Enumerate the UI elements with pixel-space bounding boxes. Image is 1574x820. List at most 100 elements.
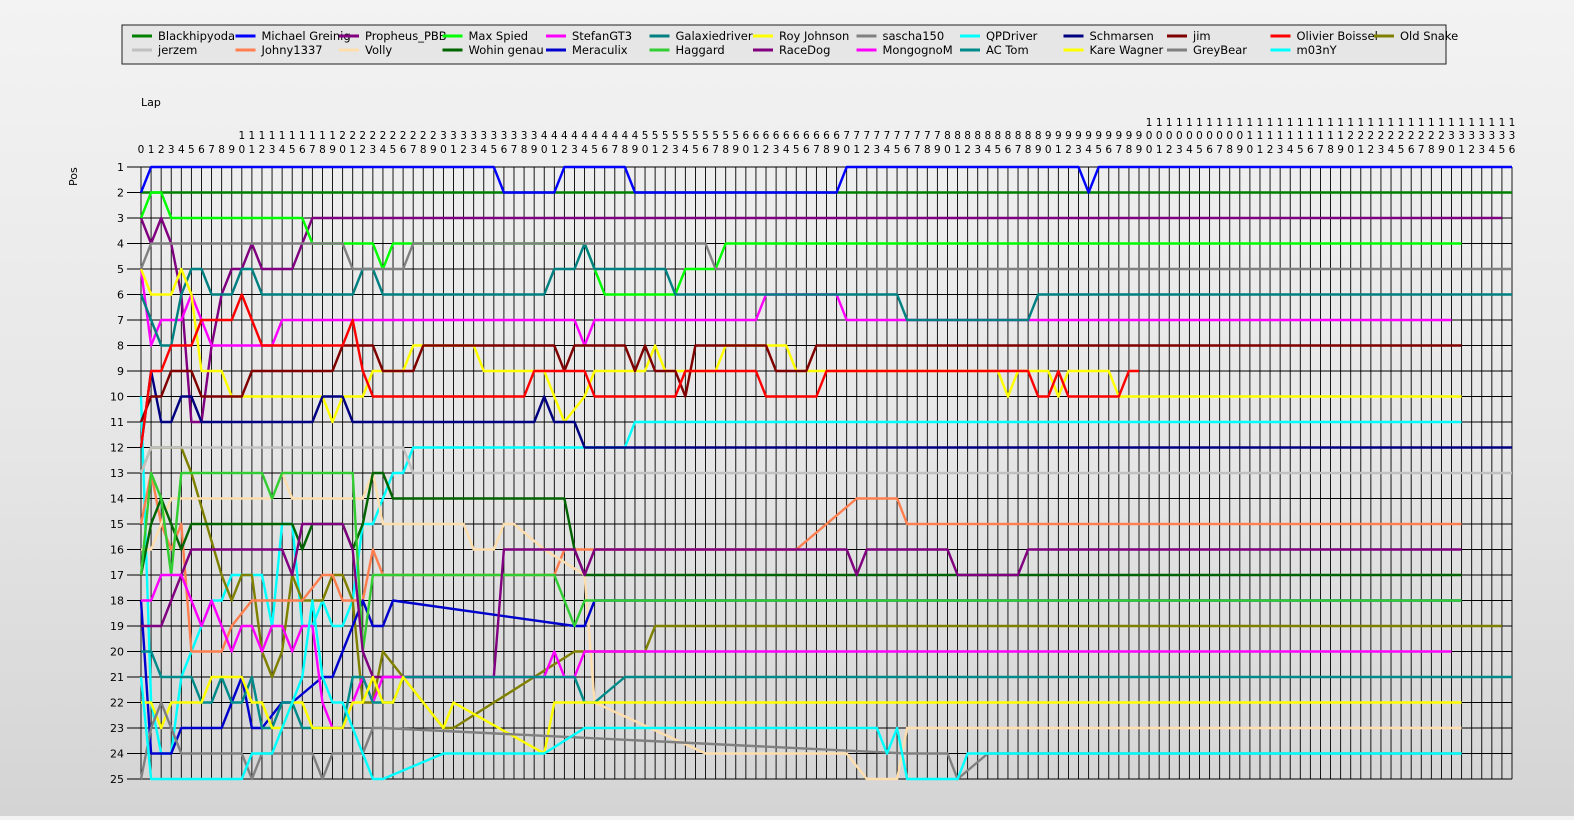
- svg-text:5: 5: [1196, 144, 1203, 156]
- x-tick-label: 12: [349, 130, 356, 156]
- x-tick-label: 66: [803, 130, 810, 156]
- svg-text:3: 3: [974, 144, 981, 156]
- svg-text:2: 2: [1468, 144, 1475, 156]
- svg-text:6: 6: [773, 130, 780, 142]
- svg-text:8: 8: [1226, 144, 1233, 156]
- svg-text:4: 4: [611, 130, 618, 142]
- legend-label: Volly: [365, 43, 392, 57]
- svg-text:4: 4: [1287, 144, 1294, 156]
- x-tick-label: 4 11: [1287, 117, 1294, 156]
- legend: Blackhipyoda Michael Greinig Propheus_PBB M…: [121, 24, 1458, 65]
- x-tick-label: 65: [702, 130, 709, 156]
- svg-text:7: 7: [853, 130, 860, 142]
- x-tick-label: 71: [309, 130, 316, 156]
- x-tick-label: 59: [1095, 130, 1102, 156]
- svg-text:5: 5: [490, 144, 497, 156]
- y-tick-label: 16: [110, 544, 124, 557]
- svg-text:8: 8: [1327, 144, 1334, 156]
- x-tick-label: 28: [964, 130, 971, 156]
- x-tick-label: 55: [692, 130, 699, 156]
- x-tick-label: 9 01: [1236, 117, 1243, 156]
- x-tick-label: 221: [1368, 117, 1375, 156]
- legend-entry: Olivier Boissel: [1270, 29, 1378, 43]
- legend-entry: Schmarsen: [1063, 29, 1154, 43]
- svg-text:7: 7: [924, 130, 931, 142]
- x-tick-label: 0 31: [1448, 117, 1455, 156]
- legend-label: Kare Wagner: [1090, 43, 1164, 57]
- x-tick-label: 98: [1035, 130, 1042, 156]
- svg-text:7: 7: [410, 144, 417, 156]
- svg-text:2: 2: [1347, 130, 1354, 142]
- svg-text:8: 8: [1025, 144, 1032, 156]
- x-tick-label: 75: [712, 130, 719, 156]
- svg-text:2: 2: [370, 130, 377, 142]
- svg-text:4: 4: [884, 144, 891, 156]
- svg-text:4: 4: [1488, 144, 1495, 156]
- y-tick-label: 24: [110, 748, 124, 761]
- svg-text:4: 4: [178, 144, 185, 156]
- svg-text:7: 7: [1015, 144, 1022, 156]
- x-tick-label: 01: [238, 130, 245, 156]
- x-tick-label: 9: [228, 144, 235, 156]
- x-axis-label: Lap: [141, 96, 161, 109]
- x-tick-label: 6: [198, 144, 205, 156]
- svg-text:5: 5: [188, 144, 195, 156]
- svg-text:1: 1: [1327, 117, 1334, 129]
- x-tick-label: 05: [642, 130, 649, 156]
- series-line: [141, 675, 1462, 755]
- svg-text:7: 7: [863, 130, 870, 142]
- svg-text:8: 8: [924, 144, 931, 156]
- x-tick-label: 94: [632, 130, 639, 156]
- y-tick-label: 25: [110, 773, 124, 786]
- svg-text:6: 6: [299, 144, 306, 156]
- svg-text:5: 5: [672, 130, 679, 142]
- legend-entry: AC Tom: [960, 43, 1029, 57]
- x-tick-label: 41: [279, 130, 286, 156]
- svg-text:6: 6: [743, 130, 750, 142]
- x-tick-label: 11: [249, 130, 256, 156]
- svg-text:6: 6: [753, 130, 760, 142]
- x-tick-label: 61: [299, 130, 306, 156]
- svg-text:2: 2: [1398, 130, 1405, 142]
- svg-text:0: 0: [1146, 130, 1153, 142]
- legend-label: QPDriver: [986, 29, 1038, 43]
- svg-text:1: 1: [1499, 117, 1506, 129]
- svg-text:3: 3: [571, 144, 578, 156]
- y-tick-label: 21: [110, 671, 124, 684]
- svg-text:8: 8: [622, 144, 629, 156]
- svg-text:1: 1: [1267, 117, 1274, 129]
- x-tick-label: 46: [783, 130, 790, 156]
- y-tick-label: 7: [117, 314, 124, 327]
- svg-text:6: 6: [803, 144, 810, 156]
- legend-entry: Blackhipyoda: [132, 29, 235, 43]
- svg-text:3: 3: [480, 130, 487, 142]
- legend-box: [121, 24, 1447, 65]
- svg-text:2: 2: [964, 144, 971, 156]
- x-tick-label: 5: [188, 144, 195, 156]
- svg-text:6: 6: [1206, 144, 1213, 156]
- legend-label: AC Tom: [986, 43, 1029, 57]
- svg-text:0: 0: [1146, 144, 1153, 156]
- svg-text:9: 9: [632, 144, 639, 156]
- svg-text:3: 3: [440, 130, 447, 142]
- svg-text:3: 3: [1468, 130, 1475, 142]
- svg-text:2: 2: [662, 144, 669, 156]
- x-tick-label: 48: [984, 130, 991, 156]
- svg-text:7: 7: [894, 130, 901, 142]
- x-tick-label: 26: [763, 130, 770, 156]
- svg-text:4: 4: [1388, 144, 1395, 156]
- series-line: [139, 344, 1462, 423]
- svg-text:1: 1: [1327, 130, 1334, 142]
- x-tick-label: 4 31: [1488, 117, 1495, 156]
- svg-text:1: 1: [1247, 117, 1254, 129]
- svg-text:0: 0: [1196, 130, 1203, 142]
- svg-text:9: 9: [1438, 144, 1445, 156]
- x-tick-label: 331: [1478, 117, 1485, 156]
- svg-text:8: 8: [1428, 144, 1435, 156]
- svg-text:8: 8: [420, 144, 427, 156]
- svg-text:3: 3: [168, 144, 175, 156]
- x-tick-label: 2 11: [1267, 117, 1274, 156]
- legend-entry: Volly: [339, 43, 392, 57]
- y-tick-label: 19: [110, 620, 124, 633]
